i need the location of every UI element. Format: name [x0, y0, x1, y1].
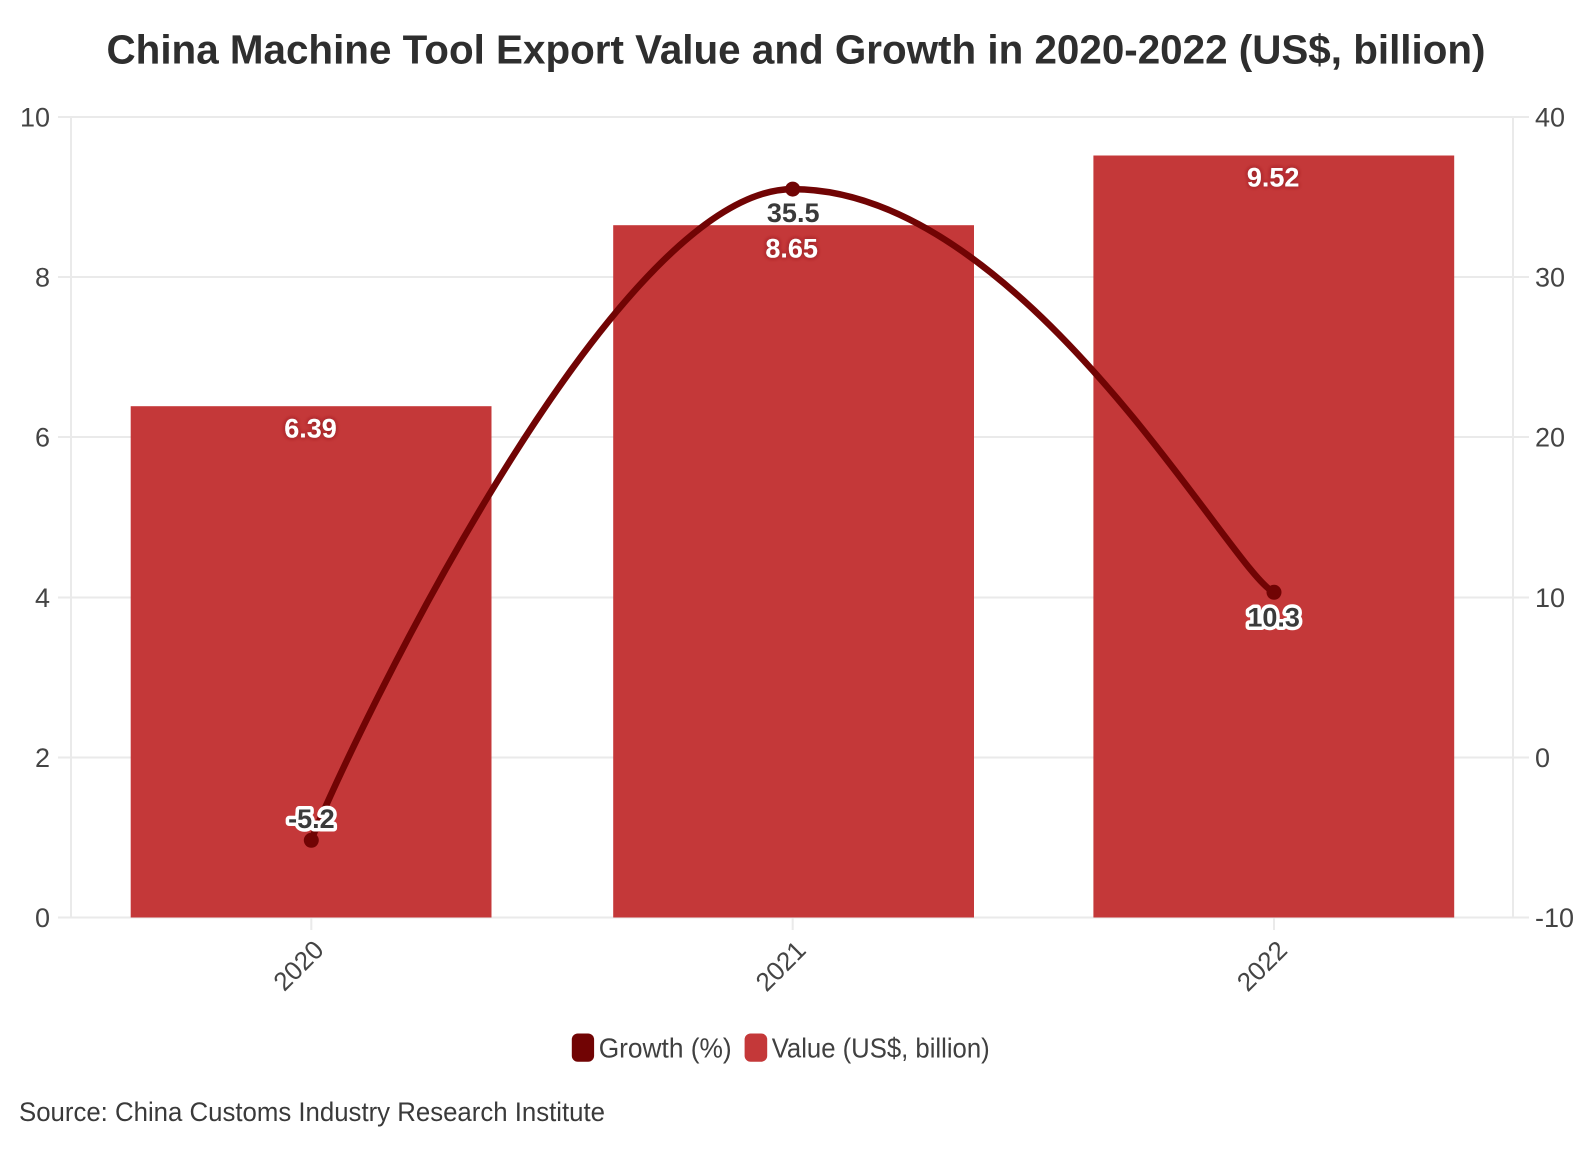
svg-text:8: 8	[35, 263, 50, 293]
svg-text:10: 10	[1535, 583, 1565, 613]
svg-text:0: 0	[35, 903, 50, 933]
svg-text:9.52: 9.52	[1247, 163, 1300, 193]
svg-text:Value (US$, billion): Value (US$, billion)	[772, 1033, 990, 1064]
svg-text:20: 20	[1535, 423, 1565, 453]
svg-text:10: 10	[20, 103, 50, 133]
svg-text:2022: 2022	[1231, 935, 1293, 997]
svg-text:China Machine Tool Export Valu: China Machine Tool Export Value and Grow…	[107, 27, 1486, 73]
svg-text:8.65: 8.65	[765, 234, 818, 264]
svg-text:2021: 2021	[750, 935, 812, 997]
svg-text:6.39: 6.39	[284, 413, 337, 443]
svg-text:2: 2	[35, 743, 50, 773]
svg-text:10.3: 10.3	[1247, 603, 1300, 633]
svg-text:30: 30	[1535, 263, 1565, 293]
svg-text:-5.2: -5.2	[288, 804, 335, 834]
svg-text:40: 40	[1535, 103, 1565, 133]
svg-text:35.5: 35.5	[767, 198, 820, 228]
svg-text:2020: 2020	[267, 934, 329, 996]
svg-text:6: 6	[35, 423, 50, 453]
svg-text:Source: China Customs Industry: Source: China Customs Industry Research …	[19, 1097, 605, 1127]
svg-text:-10: -10	[1535, 903, 1574, 933]
svg-text:Growth (%): Growth (%)	[599, 1033, 732, 1064]
svg-text:0: 0	[1535, 743, 1550, 773]
svg-text:4: 4	[35, 583, 50, 613]
